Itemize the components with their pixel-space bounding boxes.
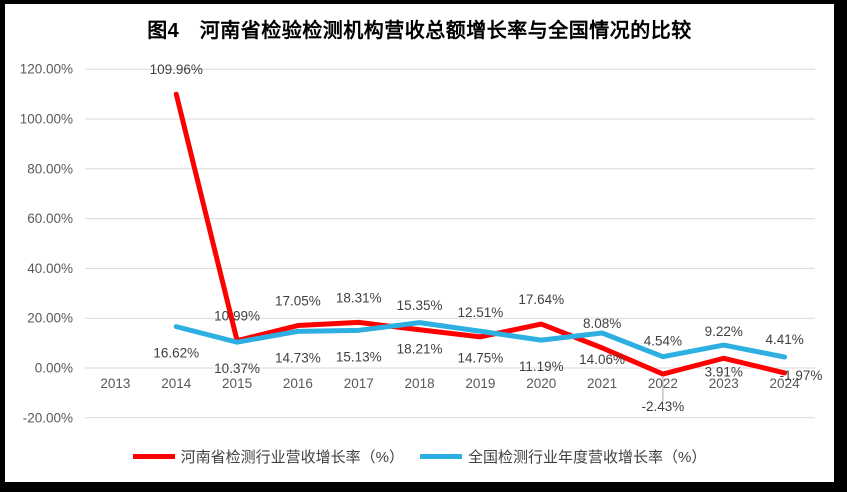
data-label: -1.97% [780, 368, 823, 383]
legend-item-national: 全国检测行业年度营收增长率（%） [420, 446, 706, 467]
henan-series-swatch [132, 454, 175, 459]
data-label: 16.62% [153, 346, 199, 361]
x-axis-tick-label: 2017 [344, 376, 374, 391]
data-label: 14.06% [579, 352, 625, 367]
data-label: 18.21% [397, 342, 443, 357]
x-axis-tick-label: 2019 [465, 376, 495, 391]
data-label: 12.51% [458, 305, 504, 320]
data-label: 9.22% [705, 324, 743, 339]
x-axis-tick-label: 2021 [587, 376, 617, 391]
x-axis-tick-label: 2023 [709, 376, 739, 391]
data-label: 14.73% [275, 350, 321, 365]
data-label: 10.99% [214, 309, 260, 324]
y-axis-tick-label: -20.00% [23, 410, 73, 425]
data-label: 18.31% [336, 290, 382, 305]
y-axis-tick-label: 20.00% [27, 311, 73, 326]
data-label: 10.37% [214, 361, 260, 376]
data-label: 3.91% [705, 364, 743, 379]
data-label: 4.41% [765, 332, 803, 347]
y-axis-tick-label: 120.00% [20, 62, 73, 77]
legend-label-henan: 河南省检测行业营收增长率（%） [180, 449, 404, 466]
data-label: 17.05% [275, 294, 321, 309]
chart-title: 图4 河南省检验检测机构营收总额增长率与全国情况的比较 [147, 20, 692, 42]
national-series-line [173, 320, 788, 360]
x-axis-tick-label: 2013 [100, 376, 130, 391]
legend-label-national: 全国检测行业年度营收增长率（%） [468, 449, 707, 466]
y-axis-tick-label: 100.00% [20, 112, 73, 127]
legend-item-henan: 河南省检测行业营收增长率（%） [132, 446, 404, 467]
data-label: 15.13% [336, 349, 382, 364]
national-series-swatch [420, 454, 462, 459]
data-label: 11.19% [519, 359, 564, 374]
data-label: 17.64% [518, 292, 564, 307]
x-axis-tick-label: 2015 [222, 376, 252, 391]
data-label: 109.96% [150, 62, 203, 77]
data-label: 15.35% [397, 298, 443, 313]
y-axis-tick-label: 80.00% [27, 161, 73, 176]
data-label: 8.08% [583, 316, 621, 331]
henan-series-line [173, 91, 788, 377]
y-axis-tick-label: 60.00% [27, 211, 73, 226]
data-label: 14.75% [458, 350, 504, 365]
line-chart: 120.00% 100.00% 80.00% 60.00% 40.00% 20.00% 0.… [20, 62, 823, 426]
data-label: 4.54% [644, 334, 682, 349]
x-axis-tick-label: 2016 [283, 376, 313, 391]
x-axis-tick-label: 2024 [770, 376, 801, 391]
x-axis-tick-label: 2014 [161, 376, 192, 391]
y-axis-tick-label: 0.00% [35, 361, 73, 376]
x-axis-tick-label: 2018 [405, 376, 435, 391]
data-label: -2.43% [642, 399, 685, 414]
legend: 河南省检测行业营收增长率（%） 全国检测行业年度营收增长率（%） [5, 446, 834, 467]
y-axis-tick-label: 40.00% [27, 261, 73, 276]
x-axis-tick-label: 2020 [526, 376, 556, 391]
